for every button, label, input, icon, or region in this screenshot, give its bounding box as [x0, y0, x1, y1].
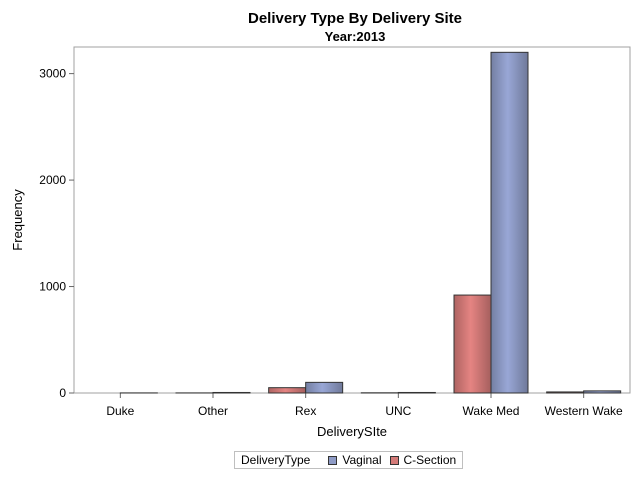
legend-item-vaginal: Vaginal [328, 453, 382, 467]
x-tick-label: Rex [295, 404, 316, 418]
legend-label-vaginal: Vaginal [342, 453, 382, 467]
legend-swatch-c-section [389, 455, 399, 465]
bar-vaginal [490, 51, 529, 394]
chart-title: Delivery Type By Delivery Site [248, 10, 462, 27]
x-tick-label: Wake Med [463, 404, 520, 418]
bar-vaginal [397, 391, 436, 394]
bar-c-section [268, 387, 307, 394]
y-tick-label: 3000 [39, 67, 66, 81]
legend-swatch-vaginal [328, 455, 338, 465]
x-tick-label: Duke [106, 404, 134, 418]
plot-area [73, 46, 631, 394]
legend: DeliveryType Vaginal C-Section [234, 451, 464, 469]
y-axis-label: Frequency [10, 189, 25, 251]
bar-vaginal [212, 391, 251, 394]
bar-c-section [453, 294, 492, 394]
x-tick-label: Western Wake [545, 404, 623, 418]
x-tick-label: UNC [385, 404, 411, 418]
y-tick-label: 2000 [39, 173, 66, 187]
legend-label-c-section: C-Section [403, 453, 457, 467]
bar-vaginal [305, 381, 344, 394]
chart-subtitle: Year:2013 [324, 29, 386, 44]
legend-title: DeliveryType [241, 453, 311, 467]
y-tick-label: 1000 [39, 280, 66, 294]
x-tick-label: Other [198, 404, 228, 418]
y-tick-label: 0 [59, 386, 66, 400]
bar-vaginal [583, 390, 622, 394]
bar-c-section [546, 391, 585, 394]
legend-item-c-section: C-Section [389, 453, 457, 467]
x-axis-label: DeliverySIte [317, 424, 387, 439]
